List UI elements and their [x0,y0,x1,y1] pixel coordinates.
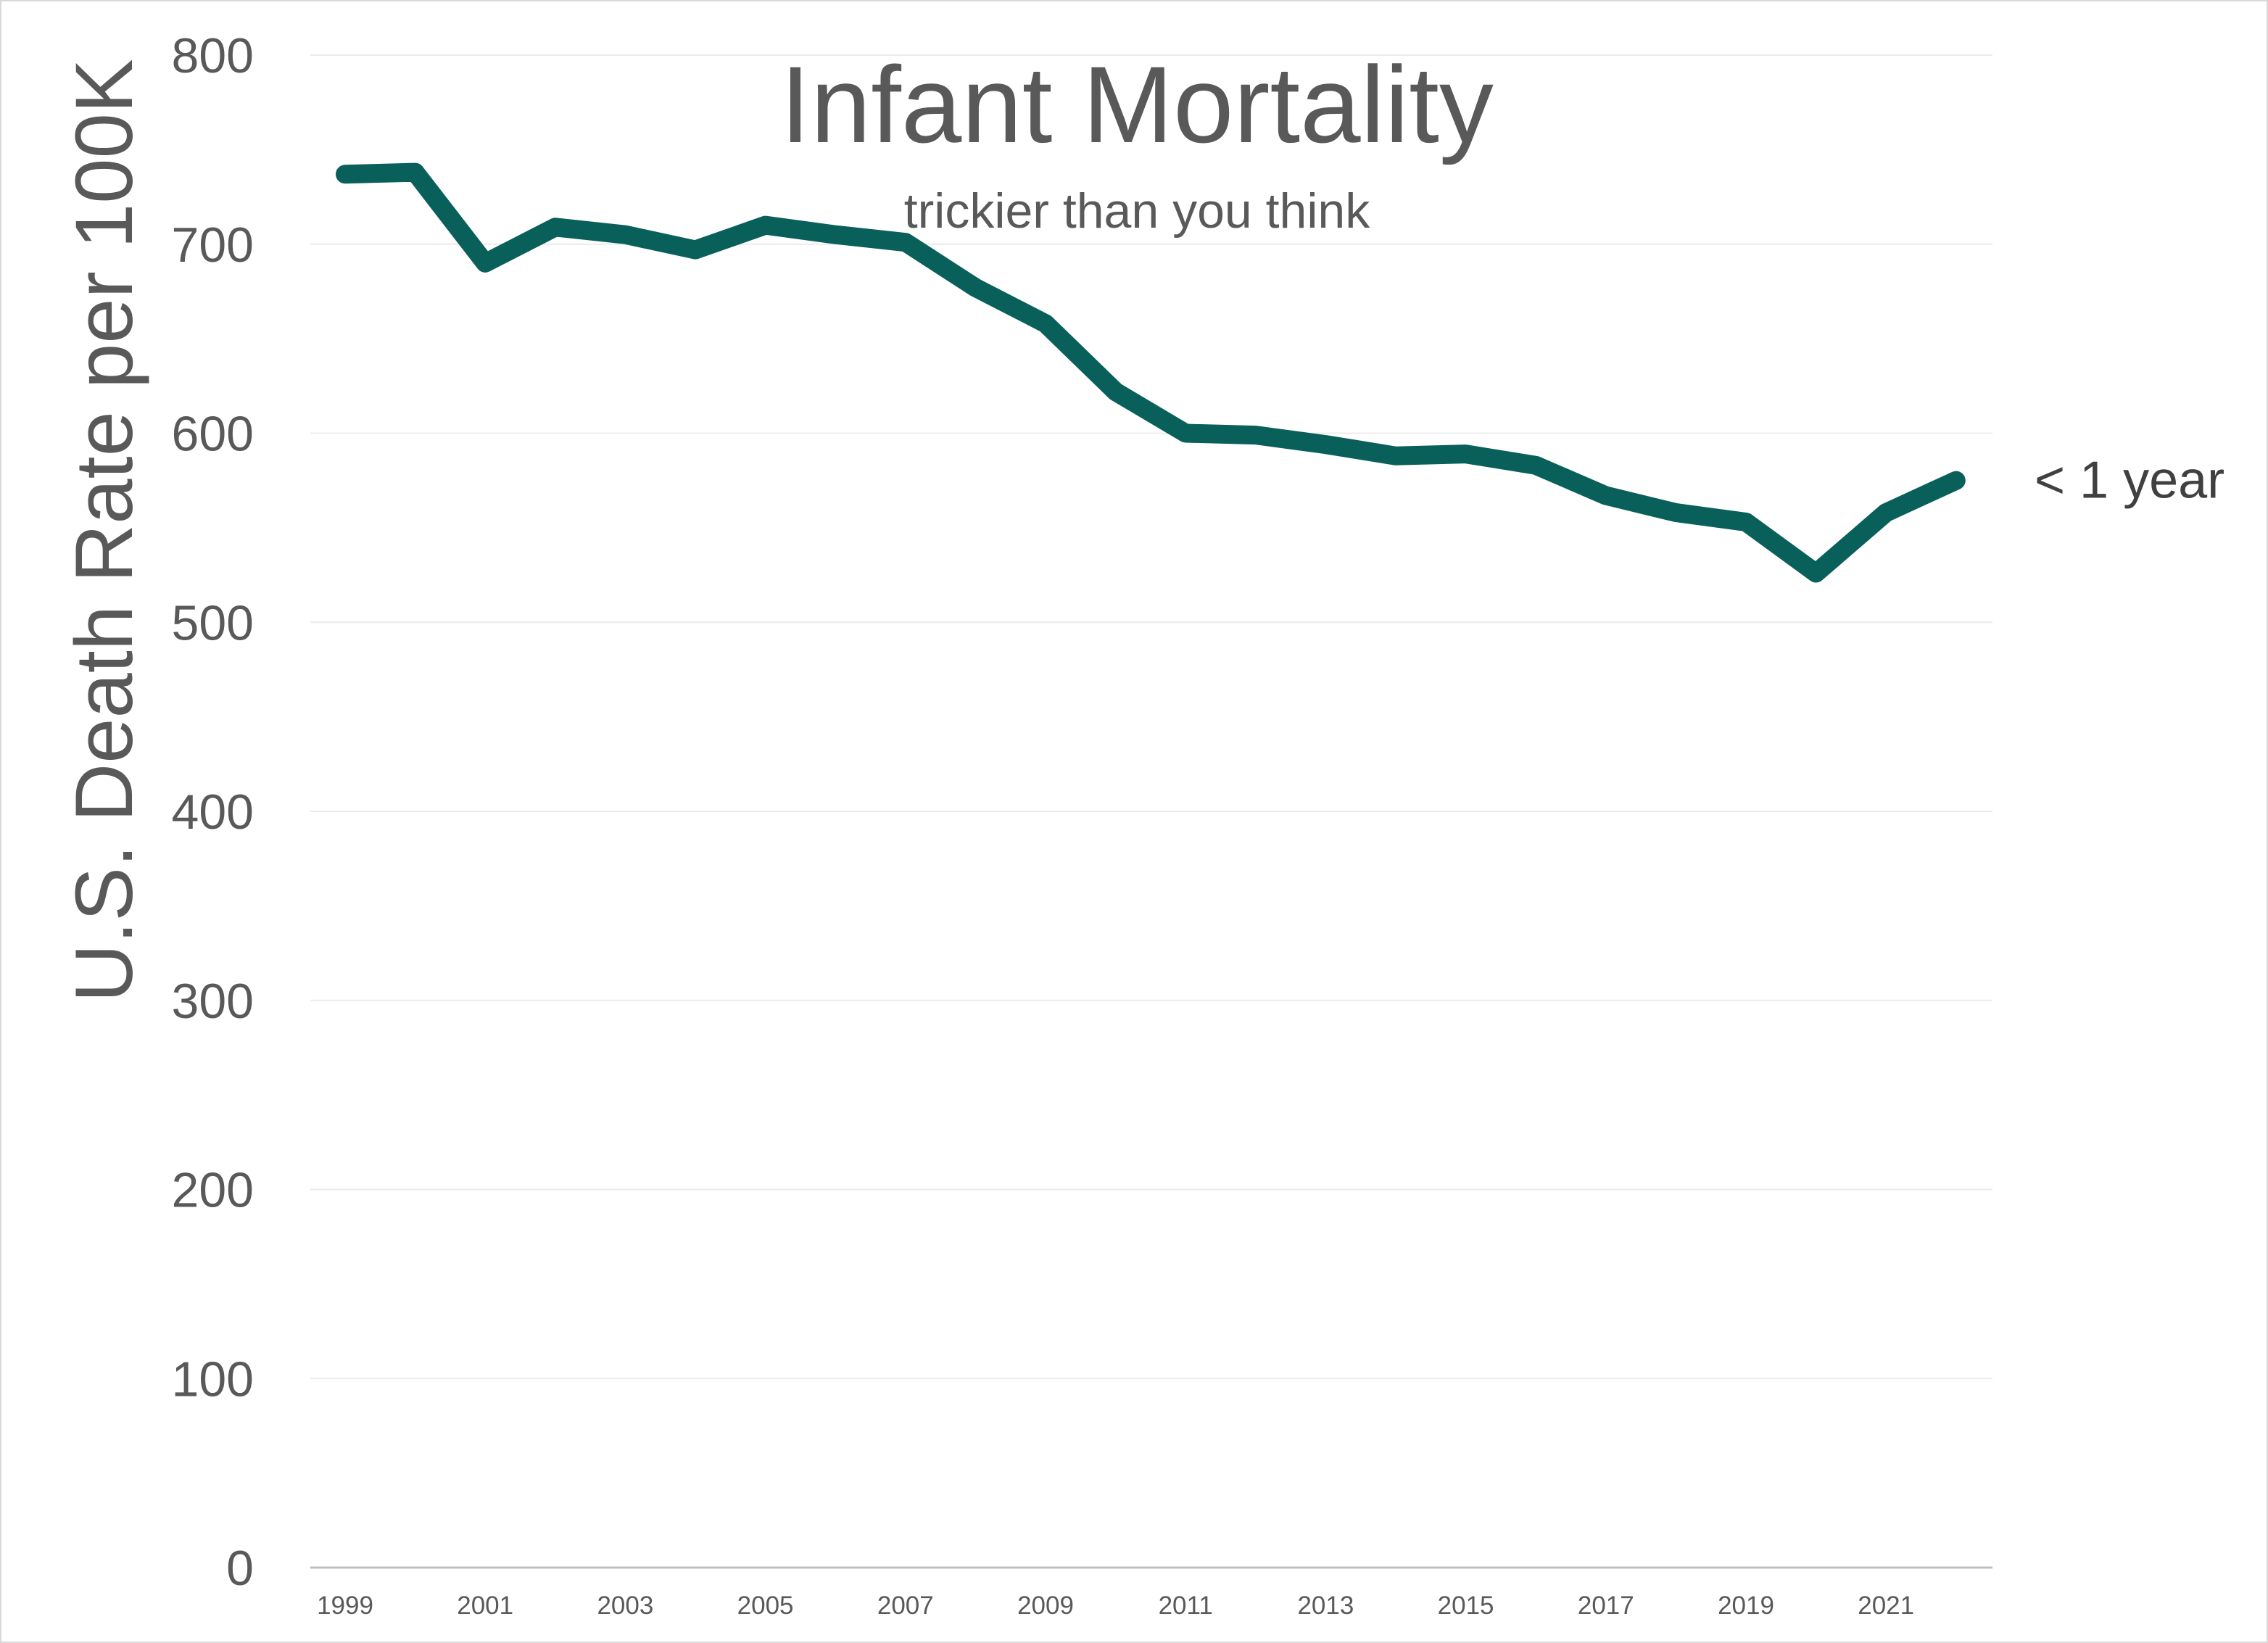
y-tick-label: 100 [172,1352,254,1407]
data-point [554,226,556,228]
x-tick-label: 2015 [1438,1592,1494,1620]
data-point [1745,521,1747,523]
x-tick-label: 2013 [1297,1592,1354,1620]
y-tick-label: 0 [226,1541,254,1596]
data-point [1114,391,1117,393]
y-tick-label: 500 [172,595,254,650]
y-tick-label: 700 [172,218,254,273]
chart-subtitle: trickier than you think [904,183,1371,239]
data-point [904,241,906,244]
data-point [1045,323,1046,325]
chart-title: Infant Mortality [780,44,1494,165]
gridlines [310,54,1992,1380]
x-tick-label: 1999 [317,1592,373,1620]
x-tick-label: 2019 [1718,1592,1774,1620]
data-point [1815,572,1817,574]
x-tick-label: 2011 [1159,1592,1213,1620]
data-point [974,286,977,289]
data-point [1955,479,1957,481]
data-point [484,262,487,264]
x-tick-label: 2009 [1017,1592,1074,1620]
series-line [336,162,1966,583]
data-point [1885,512,1887,514]
x-tick-label: 2001 [457,1592,513,1620]
y-tick-label: 300 [172,974,254,1029]
data-point [1254,434,1257,436]
series-label: < 1 year [2035,452,2224,510]
data-point [1535,464,1537,466]
data-point [1325,444,1327,446]
data-point [764,224,766,226]
x-tick-label: 2007 [877,1592,934,1620]
y-tick-label: 600 [172,407,254,462]
y-tick-label: 800 [172,28,254,83]
y-axis-title: U.S. Death Rate per 100K [59,59,149,1002]
data-point [1675,512,1677,514]
series-layer [336,162,1966,583]
x-tick-label: 2003 [597,1592,653,1620]
x-tick-label: 2017 [1578,1592,1634,1620]
data-point [835,233,837,236]
x-tick-label: 2021 [1858,1592,1914,1620]
x-axis-tick-labels: 1999 2001 2003 2005 2007 2009 2011 2013 2015 2017… [317,1592,1914,1620]
data-point [695,249,696,251]
data-point [344,173,346,175]
data-point [414,171,416,173]
data-point [1185,432,1187,434]
y-axis-tick-labels: 0 100 200 300 400 500 600 700 800 [172,28,254,1596]
x-tick-label: 2005 [737,1592,794,1620]
y-tick-label: 400 [172,785,254,840]
data-point [1395,455,1396,457]
data-point [1465,453,1467,455]
y-tick-label: 200 [172,1163,254,1218]
data-point [1605,494,1607,497]
data-point [624,233,626,236]
